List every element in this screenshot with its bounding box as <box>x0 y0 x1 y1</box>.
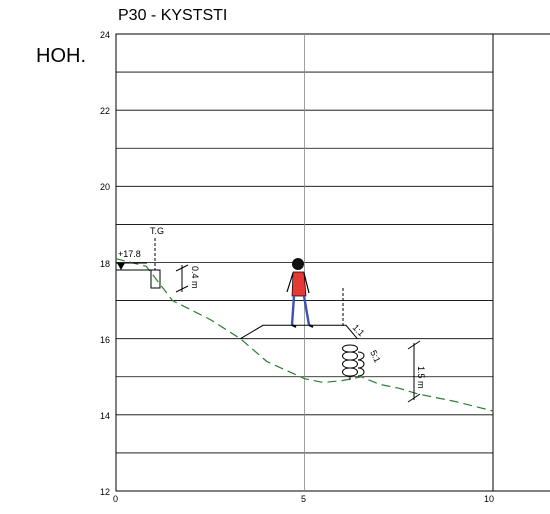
dimension-tick <box>175 285 189 293</box>
level-marker: +17.8 <box>116 249 160 271</box>
stone-block <box>150 269 161 289</box>
person-legs <box>290 295 311 326</box>
elevation-label: HOH. <box>36 45 86 67</box>
stone-fill <box>342 344 365 380</box>
height-label: 1.5 m <box>416 366 426 389</box>
y-tick-label: 20 <box>100 182 110 192</box>
grid <box>115 33 550 492</box>
x-tick-label: 0 <box>113 494 118 504</box>
y-tick-label: 14 <box>100 411 110 421</box>
boulder-left <box>342 344 351 380</box>
drawing-title: P30 - KYSTSTI <box>118 7 227 24</box>
person-shirt <box>291 271 307 297</box>
x-axis: 0 5 10 <box>113 494 494 504</box>
x-tick-label: 5 <box>301 494 306 504</box>
dimension-tick <box>407 393 421 403</box>
tg-label: T.G <box>150 226 164 236</box>
person-head <box>292 258 304 270</box>
dimension-tick <box>407 340 421 350</box>
y-axis: 24 22 20 18 16 14 12 <box>100 30 110 497</box>
dimension-tick <box>175 264 189 272</box>
level-value: +17.8 <box>118 249 141 259</box>
tg-marker: T.G <box>150 226 164 270</box>
y-tick-label: 16 <box>100 335 110 345</box>
person-arms <box>286 272 310 294</box>
boulder-right <box>349 344 358 377</box>
height-dimension-15: 1.5 m <box>407 340 426 403</box>
height-label: 0.4 m <box>190 266 200 289</box>
x-tick-label: 10 <box>484 494 494 504</box>
slope-label: 1:1 <box>351 322 367 338</box>
y-tick-label: 12 <box>100 487 110 497</box>
height-dimension-04: 0.4 m <box>175 264 200 293</box>
terrain-line <box>115 258 494 412</box>
person-figure <box>286 258 314 328</box>
y-tick-label: 18 <box>100 259 110 269</box>
y-tick-label: 22 <box>100 106 110 116</box>
boulder-outer <box>357 351 365 377</box>
person-feet <box>291 324 314 328</box>
y-tick-label: 24 <box>100 30 110 40</box>
path-platform <box>240 324 358 340</box>
level-triangle-icon <box>117 263 125 270</box>
slope-label: 5:1 <box>368 349 382 365</box>
